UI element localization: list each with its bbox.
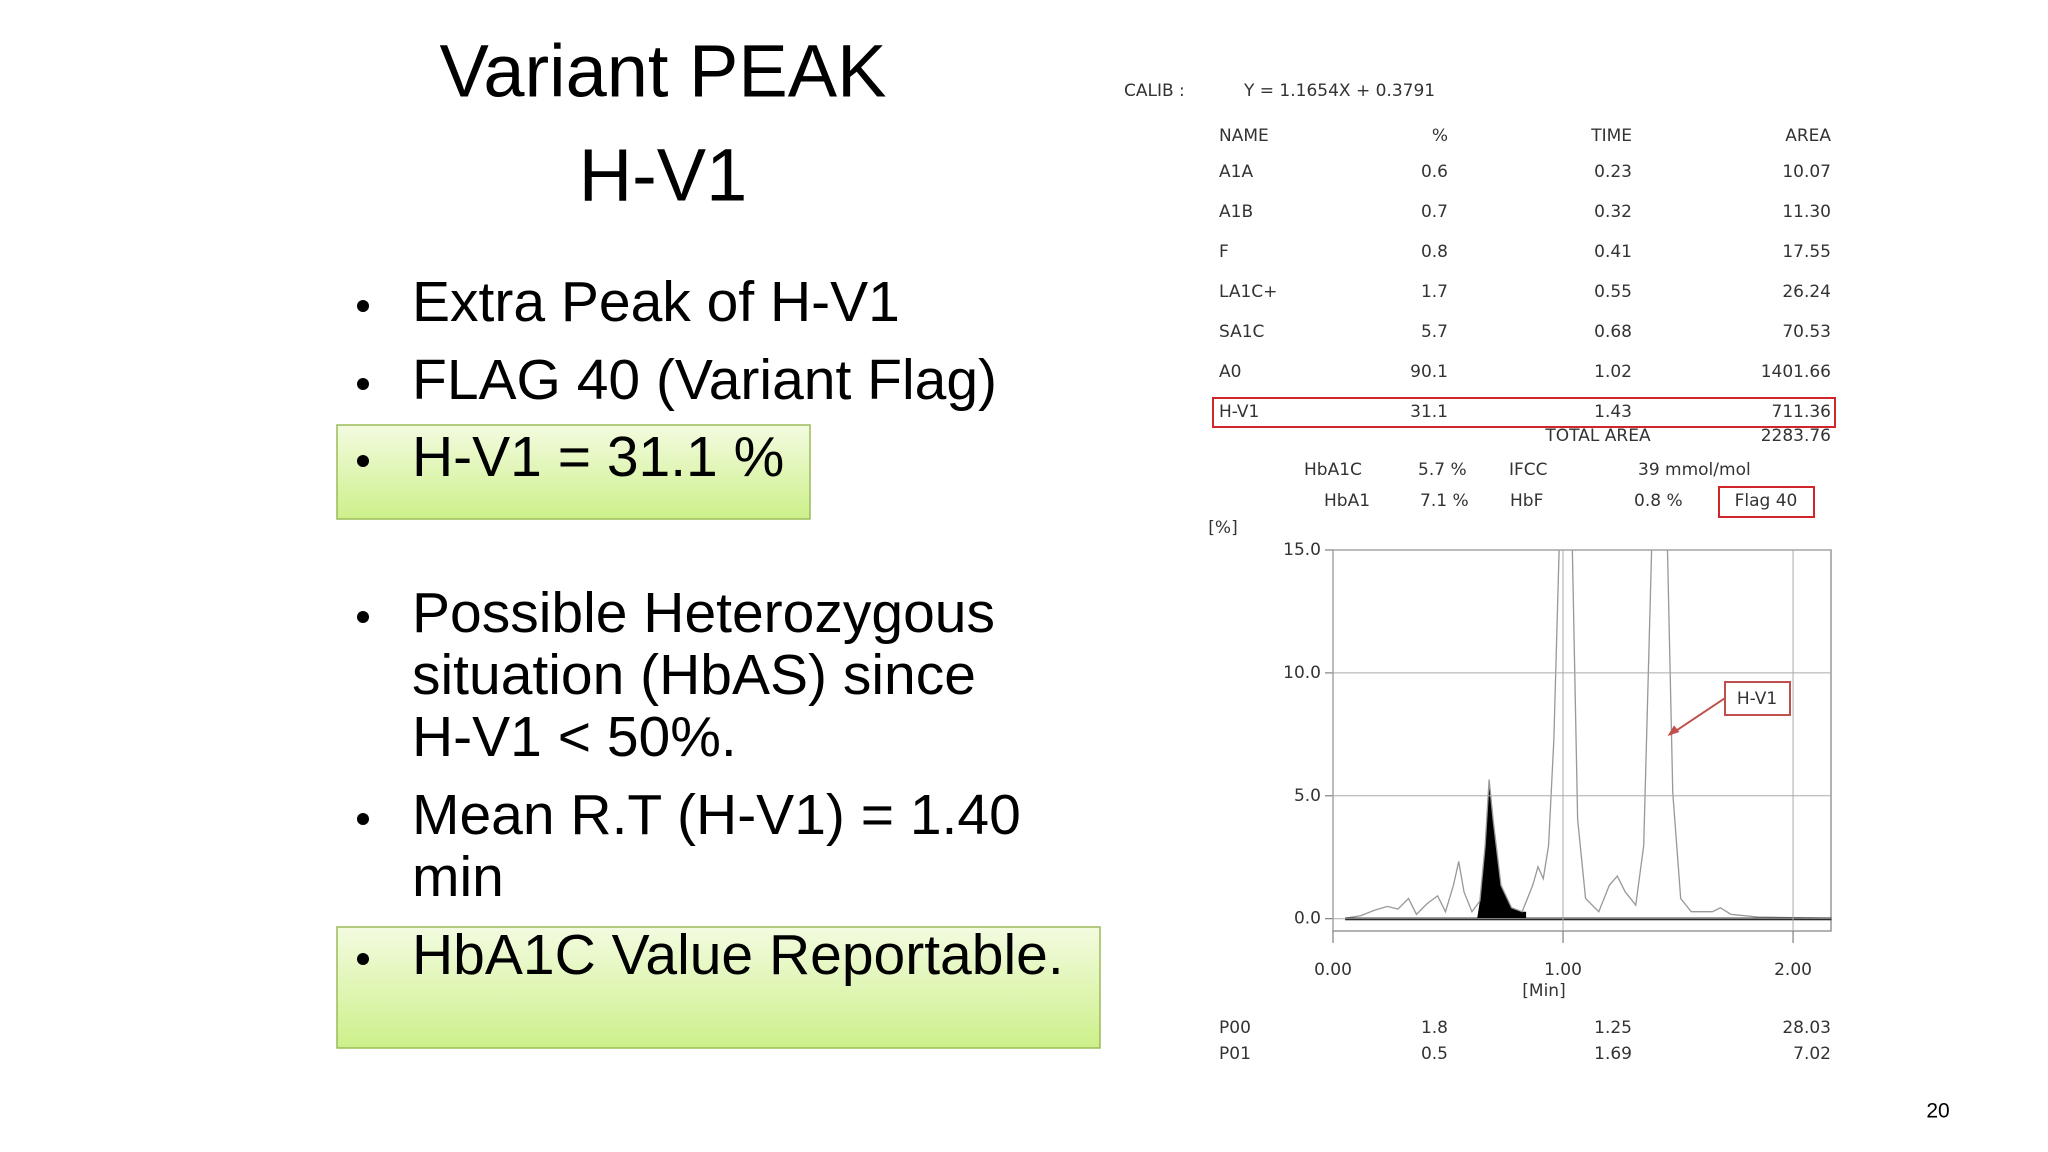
- bullet-text: H-V1 < 50%.: [412, 705, 737, 769]
- summary-cell: 0.8 %: [1634, 491, 1683, 511]
- row-highlight: [1212, 397, 1836, 428]
- plot-frame: [1332, 549, 1832, 932]
- table-header: %: [1432, 126, 1448, 146]
- peak-cell: 1.69: [1594, 1044, 1632, 1064]
- calib-label: CALIB :: [1124, 81, 1185, 101]
- table-cell: F: [1219, 242, 1229, 262]
- chromatogram: [1332, 549, 1832, 932]
- arrow-head: [1667, 725, 1680, 736]
- curve: [1571, 549, 1653, 913]
- summary-cell: HbF: [1510, 491, 1543, 511]
- y-axis-label: [%]: [1208, 518, 1237, 538]
- table-cell: 0.8: [1421, 242, 1448, 262]
- x-tick-label: 1.00: [1544, 960, 1582, 980]
- table-cell: 31.1: [1410, 402, 1448, 422]
- y-tick-label: 15.0: [1283, 540, 1321, 560]
- y-tick-label: 10.0: [1283, 663, 1321, 683]
- x-tick-label: 2.00: [1774, 960, 1812, 980]
- peak-cell: 28.03: [1782, 1018, 1831, 1038]
- table-cell: 0.41: [1594, 242, 1632, 262]
- shaded-peak: [1477, 779, 1527, 919]
- table-cell: A1A: [1219, 162, 1253, 182]
- page-number: 20: [1926, 1100, 1949, 1123]
- total-area-label: TOTAL AREA: [1544, 426, 1651, 446]
- total-area: 2283.76: [1761, 426, 1831, 446]
- table-cell: SA1C: [1219, 322, 1264, 342]
- x-tick-label: 0.00: [1314, 960, 1352, 980]
- bullet-text: situation (HbAS) since: [412, 643, 976, 707]
- table-cell: 0.23: [1594, 162, 1632, 182]
- table-cell: 1.02: [1594, 362, 1632, 382]
- bullet-text: Extra Peak of H-V1: [412, 270, 900, 334]
- bullet-dot: [357, 953, 369, 965]
- annotation: H-V1: [1737, 689, 1777, 709]
- curve: [1344, 549, 1560, 919]
- peak-cell: 0.5: [1421, 1044, 1448, 1064]
- table-cell: 0.32: [1594, 202, 1632, 222]
- title: Variant PEAK: [440, 30, 887, 113]
- bullet-dot: [357, 455, 369, 467]
- summary-cell: 39 mmol/mol: [1638, 460, 1751, 480]
- curve: [1666, 549, 1832, 919]
- table-header: TIME: [1590, 126, 1632, 146]
- summary-cell: 5.7 %: [1418, 460, 1467, 480]
- bullet-dot: [357, 378, 369, 390]
- summary-cell: Flag 40: [1735, 491, 1798, 511]
- summary-cell: 7.1 %: [1420, 491, 1469, 511]
- highlight-box: [336, 424, 811, 520]
- y-tick-label: 5.0: [1294, 786, 1321, 806]
- bullet-text: Mean R.T (H-V1) = 1.40: [412, 783, 1021, 847]
- bullet-text: H-V1 = 31.1 %: [412, 425, 784, 489]
- highlight-box: [336, 926, 1101, 1049]
- table-header: AREA: [1785, 126, 1831, 146]
- table-cell: 26.24: [1782, 282, 1831, 302]
- peak-cell: 1.8: [1421, 1018, 1448, 1038]
- summary-cell: HbA1: [1324, 491, 1370, 511]
- table-cell: 5.7: [1421, 322, 1448, 342]
- annotation-box: [1724, 681, 1791, 716]
- bullet-dot: [357, 611, 369, 623]
- title: H-V1: [579, 134, 748, 217]
- bullet-text: FLAG 40 (Variant Flag): [412, 348, 997, 412]
- table-cell: 0.6: [1421, 162, 1448, 182]
- table-cell: 10.07: [1782, 162, 1831, 182]
- table-cell: 0.68: [1594, 322, 1632, 342]
- table-cell: A1B: [1219, 202, 1253, 222]
- peak-cell: P01: [1219, 1044, 1251, 1064]
- bullet-dot: [357, 813, 369, 825]
- table-cell: H-V1: [1219, 402, 1259, 422]
- bullet-text: HbA1C Value Reportable.: [412, 923, 1064, 987]
- summary-cell: IFCC: [1509, 460, 1548, 480]
- table-cell: 0.55: [1594, 282, 1632, 302]
- table-cell: 711.36: [1772, 402, 1831, 422]
- calib-equation: Y = 1.1654X + 0.3791: [1243, 81, 1435, 101]
- peak-cell: 1.25: [1594, 1018, 1632, 1038]
- x-axis-label: [Min]: [1522, 981, 1565, 1001]
- summary-cell: HbA1C: [1304, 460, 1362, 480]
- bullet-dot: [357, 300, 369, 312]
- table-cell: 70.53: [1782, 322, 1831, 342]
- peak-cell: 7.02: [1793, 1044, 1831, 1064]
- table-cell: 1401.66: [1761, 362, 1831, 382]
- table-cell: 17.55: [1782, 242, 1831, 262]
- table-cell: 90.1: [1410, 362, 1448, 382]
- flag-box: [1718, 486, 1815, 518]
- table-cell: 1.43: [1594, 402, 1632, 422]
- table-cell: A0: [1219, 362, 1241, 382]
- bullet-text: min: [412, 845, 504, 909]
- table-header: NAME: [1219, 126, 1269, 146]
- table-cell: 0.7: [1421, 202, 1448, 222]
- table-cell: 11.30: [1782, 202, 1831, 222]
- y-tick-label: 0.0: [1294, 909, 1321, 929]
- table-cell: 1.7: [1421, 282, 1448, 302]
- bullet-text: Possible Heterozygous: [412, 581, 995, 645]
- arrow: [1669, 696, 1727, 736]
- peak-cell: P00: [1219, 1018, 1251, 1038]
- table-cell: LA1C+: [1219, 282, 1277, 302]
